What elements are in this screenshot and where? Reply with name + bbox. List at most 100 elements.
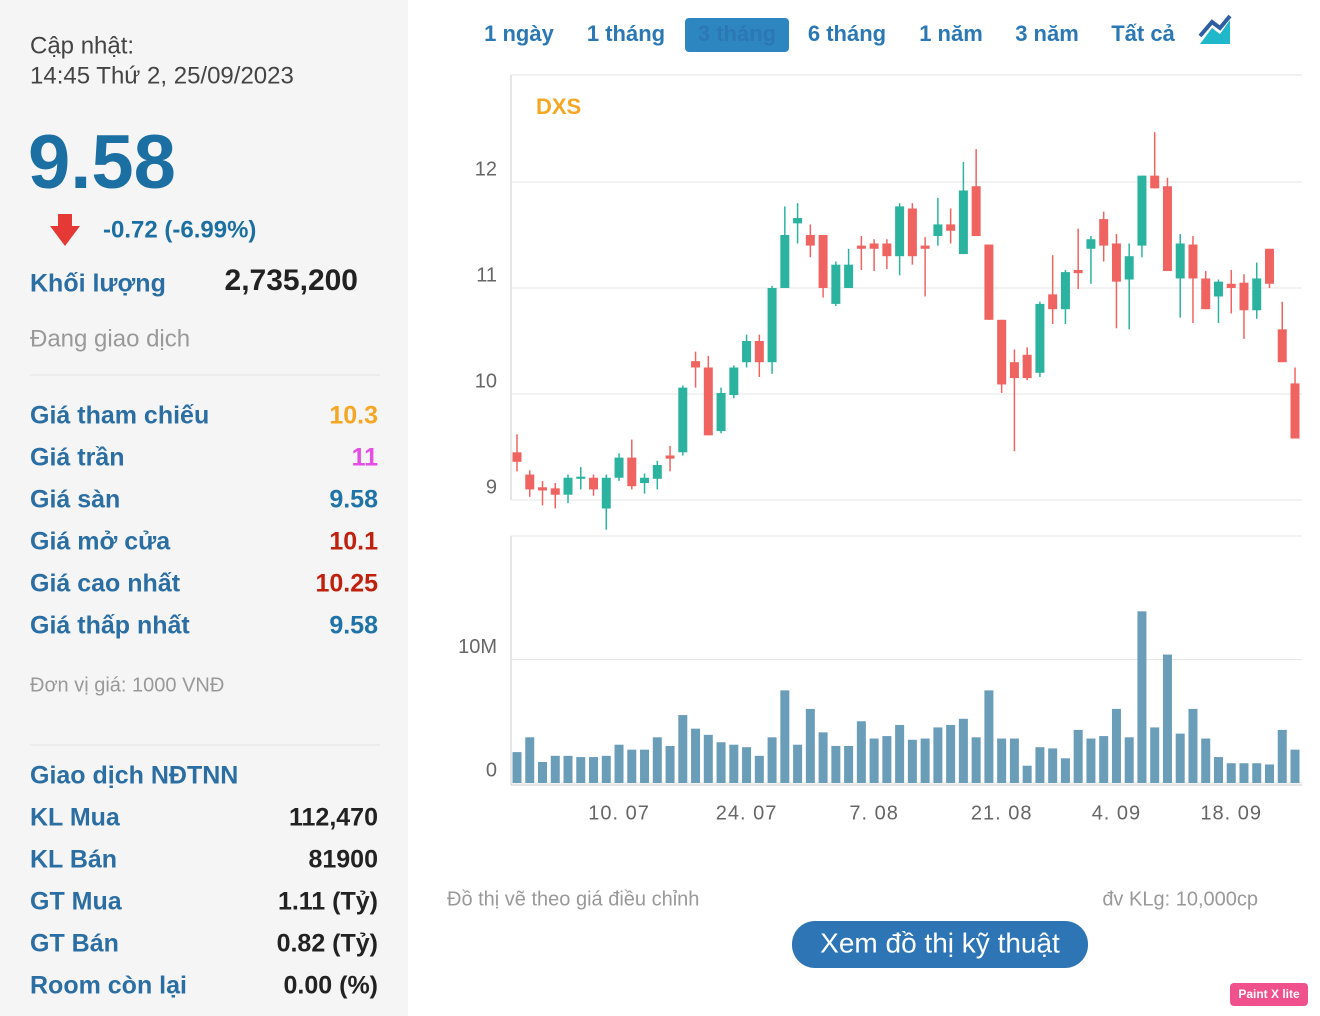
candle-body	[716, 392, 726, 432]
candle-body	[525, 474, 535, 490]
candle-body	[703, 367, 713, 436]
candle-body	[984, 244, 994, 320]
foreign-value: 81900	[308, 846, 378, 874]
candle-body	[856, 245, 866, 249]
foreign-label: Room còn lại	[30, 972, 187, 1000]
updated-time: 14:45 Thứ 2, 25/09/2023	[30, 62, 294, 89]
volume-bar	[1111, 708, 1121, 783]
volume-bar	[1009, 738, 1019, 783]
candle-body	[729, 367, 739, 396]
candle-body	[1073, 269, 1083, 274]
range-tab[interactable]: 1 năm	[919, 21, 983, 46]
volume-bar	[525, 737, 535, 783]
volume-bar	[767, 737, 777, 783]
stat-value: 10.1	[329, 528, 378, 556]
candle-body	[1124, 256, 1134, 280]
volume-bar	[856, 721, 866, 783]
volume-bar	[1201, 738, 1211, 783]
volume-bar	[946, 724, 956, 783]
note-right: đv KLg: 10,000cp	[1102, 888, 1258, 910]
candle-body	[831, 264, 841, 304]
stat-value: 10.25	[315, 570, 378, 598]
candle-body	[1035, 303, 1045, 373]
volume-bar	[729, 744, 739, 783]
updated-label: Cập nhật:	[30, 32, 134, 59]
volume-bar	[1264, 764, 1274, 783]
active-tab-bg	[685, 18, 789, 52]
stat-label: Giá sàn	[30, 486, 120, 514]
volume-bar	[831, 745, 841, 783]
volume-bar	[1239, 763, 1249, 783]
range-tab[interactable]: Tất cả	[1111, 21, 1175, 46]
volume-bar	[614, 744, 624, 783]
candle-body	[1264, 248, 1274, 284]
tech-chart-button[interactable]	[792, 921, 1088, 968]
candle-body	[1099, 219, 1109, 246]
x-tick-label: 21. 08	[971, 802, 1033, 824]
volume-label: Khối lượng	[30, 270, 166, 298]
range-tab[interactable]: 1 ngày	[484, 21, 554, 46]
candle-body	[1086, 239, 1096, 249]
sidebar	[0, 0, 408, 1016]
candle-body	[614, 457, 624, 478]
x-tick-label: 4. 09	[1092, 802, 1141, 824]
range-tab[interactable]: 3 năm	[1015, 21, 1079, 46]
candle-body	[601, 477, 611, 509]
x-tick-label: 10. 07	[588, 802, 650, 824]
stat-label: Giá tham chiếu	[30, 402, 209, 430]
x-tick-label: 24. 07	[716, 802, 778, 824]
foreign-value: 0.00 (%)	[284, 972, 378, 1000]
volume-bar	[818, 732, 828, 783]
price: 9.58	[28, 120, 176, 205]
candle-body	[933, 224, 943, 237]
candle-body	[793, 218, 803, 224]
volume-bar	[665, 745, 675, 783]
status: Đang giao dịch	[30, 325, 190, 352]
volume-bar	[780, 690, 790, 783]
volume-bar	[512, 752, 522, 783]
stat-value: 10.3	[329, 402, 378, 430]
candle-body	[818, 235, 828, 288]
volume-bar	[627, 749, 637, 783]
chart-title: DXS	[536, 94, 581, 119]
stat-label: Giá thấp nhất	[30, 612, 190, 640]
candle-body	[1239, 282, 1249, 311]
volume-bar	[1150, 727, 1160, 783]
range-tab[interactable]: 1 tháng	[587, 21, 665, 46]
volume-bar	[550, 755, 560, 783]
volume-bar	[793, 744, 803, 783]
volume-bar	[1022, 765, 1032, 783]
y-tick-label: 10	[475, 370, 497, 392]
volume-bar	[1035, 747, 1045, 783]
tech-chart-button-label[interactable]: Xem đồ thị kỹ thuật	[820, 927, 1060, 958]
foreign-label: KL Mua	[30, 804, 121, 832]
candle-body	[1188, 244, 1198, 279]
range-tab[interactable]: 3 tháng	[698, 21, 776, 46]
stat-value: 11	[352, 444, 379, 472]
volume-bar	[971, 737, 981, 783]
candle-body	[691, 361, 701, 368]
volume-bar	[1277, 729, 1287, 783]
candle-body	[678, 387, 688, 453]
candle-body	[1060, 272, 1070, 310]
y2-tick-label: 0	[486, 759, 497, 781]
range-tab[interactable]: 6 tháng	[808, 21, 886, 46]
candle-body	[844, 264, 854, 288]
candle-body	[550, 488, 560, 495]
change: -0.72 (-6.99%)	[103, 216, 256, 243]
candle-body	[1048, 294, 1058, 310]
stat-label: Giá trần	[30, 444, 124, 472]
volume-bar	[1213, 757, 1223, 783]
y2-tick-label: 10M	[458, 636, 497, 658]
candle-body	[971, 186, 981, 237]
volume-bar	[933, 727, 943, 783]
volume-bar	[742, 747, 752, 783]
volume-bar	[1226, 763, 1236, 783]
y-tick-label: 9	[486, 476, 497, 498]
volume-bar	[997, 738, 1007, 783]
volume-bar	[920, 738, 930, 783]
candle-body	[640, 477, 650, 484]
volume-bar	[1252, 763, 1262, 783]
candle-body	[869, 243, 879, 249]
candle-body	[742, 341, 752, 363]
